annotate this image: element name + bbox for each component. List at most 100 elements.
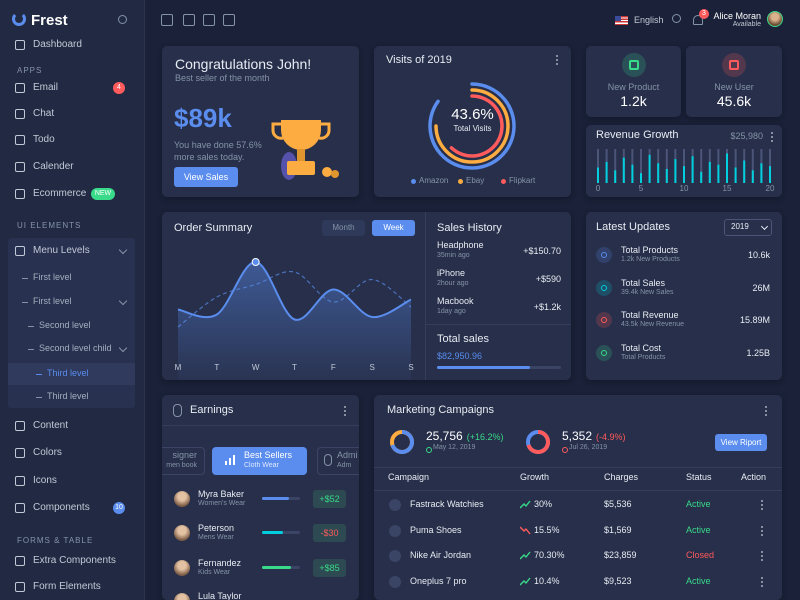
- x-tick-label: W: [251, 363, 260, 372]
- nav-item[interactable]: Second level child: [39, 343, 112, 353]
- language[interactable]: English: [634, 15, 664, 25]
- bar-track: [734, 149, 737, 183]
- nav-item[interactable]: Menu Levels: [33, 245, 90, 256]
- tab[interactable]: [162, 447, 205, 475]
- more-button[interactable]: [759, 550, 767, 562]
- bar: [683, 166, 685, 183]
- year-select[interactable]: [724, 219, 772, 236]
- card-title: Revenue Growth: [596, 129, 679, 141]
- area: [178, 261, 411, 380]
- view-sales-button[interactable]: View Sales: [174, 167, 238, 187]
- summary-change: (-4.9%): [596, 432, 626, 442]
- update-title: Total Products: [621, 245, 679, 255]
- tab-title: Best Sellers: [244, 450, 293, 460]
- more-button[interactable]: [554, 54, 562, 66]
- item-amount: +$150.70: [523, 246, 561, 256]
- nav-item[interactable]: Third level: [47, 368, 89, 378]
- bar: [605, 161, 608, 183]
- progress-bar: [437, 366, 530, 369]
- more-button[interactable]: [342, 405, 350, 417]
- nav-item[interactable]: Icons: [33, 475, 57, 486]
- summary-donut: [526, 429, 551, 454]
- dot: [761, 526, 763, 528]
- period-tab[interactable]: Week: [372, 220, 415, 236]
- bar: [622, 157, 625, 183]
- dot: [761, 551, 763, 553]
- avatar[interactable]: [767, 11, 783, 27]
- icon[interactable]: [161, 14, 173, 26]
- avatar: [174, 525, 190, 541]
- nav-item[interactable]: Components: [33, 502, 90, 513]
- radial-bar: [434, 88, 510, 164]
- bar: [751, 170, 754, 183]
- bar-track: [665, 149, 668, 183]
- bell-icon[interactable]: [693, 15, 703, 25]
- nav-item[interactable]: Email: [33, 82, 59, 93]
- collapse-toggle[interactable]: [118, 15, 127, 24]
- more-button[interactable]: [759, 499, 767, 511]
- visits-card: Visits of 2019 Amazon Ebay Flipkart 43.6% Tot…: [374, 46, 571, 197]
- x-tick-label: T: [292, 363, 297, 372]
- trend-icon: [520, 500, 531, 509]
- nav-item[interactable]: Form Elements: [33, 581, 101, 592]
- dot: [771, 132, 773, 134]
- column-header: Status: [686, 472, 712, 482]
- stat-card: New Product 1.2k: [586, 46, 681, 117]
- more-button[interactable]: [769, 131, 777, 143]
- more-button[interactable]: [759, 576, 767, 588]
- more-button[interactable]: [759, 525, 767, 537]
- bar-track: [614, 149, 617, 183]
- dot: [761, 530, 763, 532]
- search-icon[interactable]: [672, 14, 681, 23]
- summary: 25,756 (+16.2%): [426, 429, 556, 445]
- more-button[interactable]: [763, 405, 771, 417]
- x-tick-label: 15: [722, 184, 732, 193]
- legend-marker: [501, 179, 506, 184]
- nav-item[interactable]: Chat: [33, 108, 55, 119]
- sales-note: You have done 57.6% more sales today.: [174, 140, 262, 162]
- bar-track: [700, 149, 703, 183]
- icon[interactable]: [183, 14, 195, 26]
- separator: [425, 324, 571, 325]
- update-glyph: [601, 285, 607, 291]
- nav-item[interactable]: Ecommerce: [33, 188, 87, 199]
- update-glyph: [601, 350, 607, 356]
- nav-item[interactable]: Third level: [47, 391, 89, 401]
- nav-item[interactable]: Calender: [33, 161, 74, 172]
- section-heading: UI ELEMENTS: [17, 221, 82, 230]
- nav-item[interactable]: Extra Components: [33, 555, 116, 566]
- nav-item[interactable]: First level: [33, 272, 72, 282]
- order-card: Order Summary Month Week M T W T F S S Sales Histo…: [162, 212, 571, 380]
- dot: [556, 59, 558, 61]
- nav-item[interactable]: Dashboard: [33, 39, 82, 50]
- stat-icon: [722, 53, 746, 77]
- total-label: Total sales: [437, 333, 489, 345]
- nav-item[interactable]: Colors: [33, 447, 62, 458]
- icon[interactable]: [223, 14, 235, 26]
- tab-active[interactable]: [212, 447, 307, 475]
- tab[interactable]: [317, 447, 359, 475]
- charges: $9,523: [604, 576, 632, 586]
- growth: 70.30%: [534, 550, 565, 560]
- nav-item[interactable]: First level: [33, 296, 72, 306]
- icon[interactable]: [203, 14, 215, 26]
- badge: 4: [113, 82, 125, 94]
- nav-item[interactable]: Second level: [39, 320, 91, 330]
- nav-item[interactable]: Todo: [33, 134, 55, 145]
- trend-icon: [520, 526, 531, 535]
- section-heading: APPS: [17, 66, 43, 75]
- period-tab[interactable]: Month: [322, 220, 365, 236]
- item-name: Headphone: [437, 240, 484, 250]
- tab-subtitle: men book: [166, 462, 197, 469]
- view-report-button[interactable]: View Riport: [715, 434, 767, 451]
- person-category: Mens Wear: [198, 534, 234, 541]
- nav-item[interactable]: Content: [33, 420, 69, 431]
- update-title: Total Cost: [621, 343, 662, 353]
- campaign-name: Fastrack Watchies: [410, 499, 484, 509]
- section-title: Sales History: [437, 222, 502, 234]
- trend-line: [520, 577, 531, 586]
- legend-marker: [458, 179, 463, 184]
- dot: [761, 504, 763, 506]
- icon: [15, 189, 25, 199]
- charges: $1,569: [604, 525, 632, 535]
